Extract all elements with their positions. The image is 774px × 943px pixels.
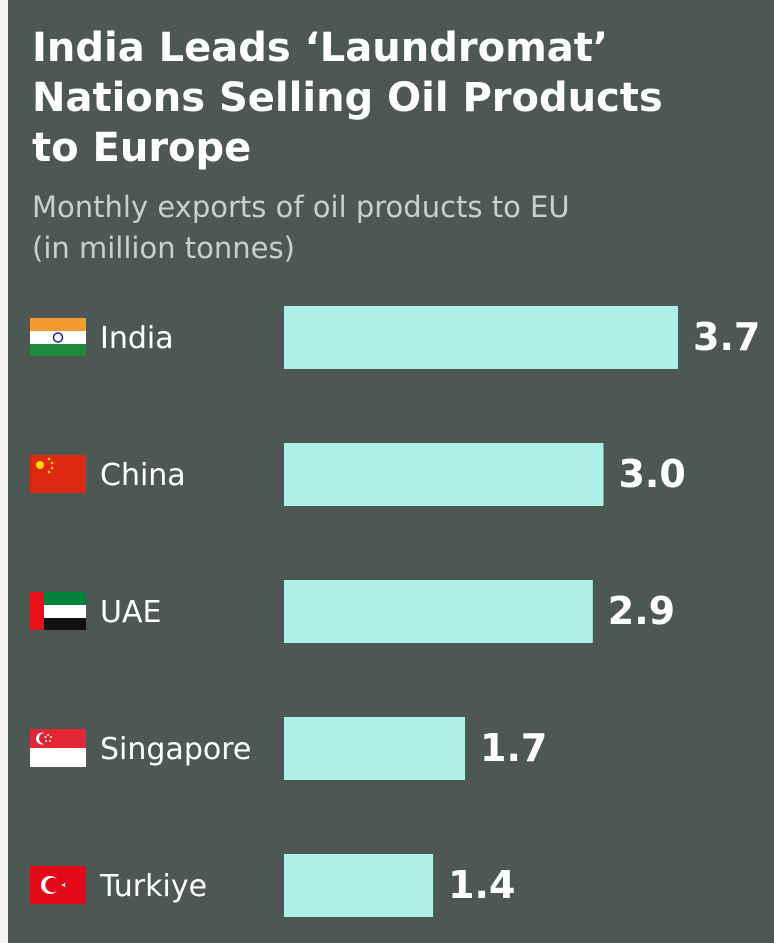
value-label: 2.9 <box>608 589 675 633</box>
bar <box>284 717 466 780</box>
category-label: Singapore <box>100 732 251 767</box>
bar <box>284 306 678 369</box>
flag-india <box>30 318 86 356</box>
category-label: India <box>100 321 174 356</box>
bar <box>284 854 434 917</box>
flag-turkiye <box>30 866 86 904</box>
bar <box>284 443 604 506</box>
category-label: Turkiye <box>99 869 207 904</box>
value-label: 1.7 <box>480 726 547 770</box>
value-label: 3.0 <box>618 452 685 496</box>
category-label: UAE <box>100 595 161 630</box>
chart-title: India Leads ‘Laundromat’ Nations Selling … <box>32 25 663 171</box>
flag-uae <box>30 592 86 630</box>
category-label: China <box>100 458 186 493</box>
flag-singapore <box>30 729 86 767</box>
value-label: 1.4 <box>448 863 515 907</box>
bar <box>284 580 593 643</box>
chart-subtitle: Monthly exports of oil products to EU (in… <box>32 190 570 265</box>
value-label: 3.7 <box>693 315 760 359</box>
flags <box>30 318 86 904</box>
flag-china <box>30 455 86 493</box>
